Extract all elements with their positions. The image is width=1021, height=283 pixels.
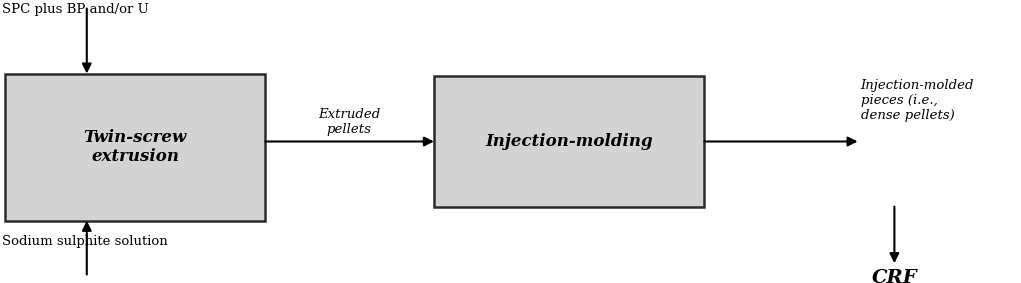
Text: Injection-molding: Injection-molding xyxy=(485,133,653,150)
Text: Twin-screw
extrusion: Twin-screw extrusion xyxy=(84,129,187,166)
Text: Injection-molded
pieces (i.e.,
dense pellets): Injection-molded pieces (i.e., dense pel… xyxy=(861,79,974,122)
Text: Sodium sulphite solution: Sodium sulphite solution xyxy=(2,235,167,248)
Bar xyxy=(434,76,704,207)
Text: CRF: CRF xyxy=(872,269,917,283)
Bar xyxy=(5,74,265,221)
Text: Extruded
pellets: Extruded pellets xyxy=(319,108,380,136)
Text: SPC plus BP and/or U: SPC plus BP and/or U xyxy=(2,3,149,16)
